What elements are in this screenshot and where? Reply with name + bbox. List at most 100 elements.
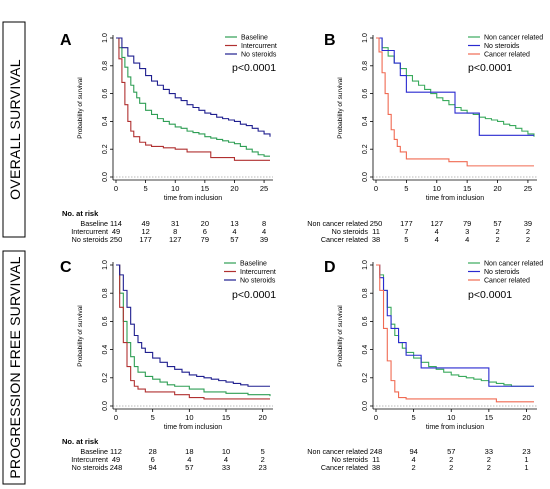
risk-value: 8	[173, 227, 177, 236]
risk-row-label: No steroids	[332, 227, 369, 236]
risk-value: 4	[187, 455, 191, 464]
legend-label: Baseline	[240, 261, 267, 268]
x-tick-label: 10	[185, 413, 193, 422]
row-label-box	[2, 250, 26, 485]
risk-value: 1	[524, 455, 528, 464]
risk-value: 38	[372, 235, 380, 244]
panel-letter: A	[60, 32, 72, 49]
legend-label: Baseline	[241, 35, 268, 42]
legend-label: Intercurrent	[241, 43, 277, 50]
x-tick-label: 25	[524, 184, 532, 193]
risk-value: 177	[139, 235, 152, 244]
survival-curve-2	[116, 264, 270, 400]
y-tick-label: 0.4	[362, 116, 369, 126]
risk-value: 11	[372, 227, 380, 236]
legend-label: Non cancer related	[484, 261, 543, 268]
legend-label: Non cancer related	[484, 35, 543, 42]
panel-letter: B	[324, 32, 336, 49]
risk-row-label: Baseline	[80, 219, 108, 228]
x-tick-label: 15	[222, 413, 230, 422]
risk-value: 20	[201, 219, 209, 228]
legend-label: Cancer related	[484, 52, 530, 59]
y-tick-label: 0.6	[102, 89, 109, 99]
x-tick-label: 20	[258, 413, 266, 422]
y-axis-label: Probability of survival	[77, 305, 84, 367]
risk-value: 12	[141, 227, 149, 236]
risk-value: 114	[110, 219, 122, 228]
risk-value: 57	[185, 463, 193, 472]
survival-curve-1	[116, 264, 271, 397]
x-tick-label: 0	[374, 184, 378, 193]
x-tick-label: 20	[230, 184, 238, 193]
row-label-overall: OVERALL SURVIVAL	[2, 21, 26, 238]
y-tick-label: 0.6	[362, 316, 369, 326]
risk-value: 1	[524, 463, 528, 472]
risk-value: 28	[148, 447, 156, 456]
y-tick-label: 0.2	[362, 373, 369, 383]
p-value: p<0.0001	[468, 289, 512, 301]
risk-value: 4	[224, 455, 228, 464]
x-tick-label: 0	[114, 413, 118, 422]
risk-value: 39	[524, 219, 532, 228]
panel-letter: C	[60, 259, 72, 276]
risk-value: 31	[171, 219, 179, 228]
y-tick-label: 0.8	[362, 61, 369, 71]
row-label-text: OVERALL SURVIVAL	[7, 59, 23, 200]
legend-label: Cancer related	[484, 278, 530, 285]
risk-value: 2	[487, 463, 491, 472]
survival-curve-3	[376, 264, 534, 403]
risk-value: 4	[232, 227, 236, 236]
y-tick-label: 1.0	[362, 33, 369, 43]
y-tick-label: 0.8	[362, 288, 369, 298]
survival-curve-1	[116, 37, 270, 157]
y-axis-label: Probability of survival	[337, 77, 344, 139]
risk-value: 79	[201, 235, 209, 244]
p-value: p<0.0001	[232, 289, 276, 301]
risk-value: 49	[112, 227, 120, 236]
row-label-text: PROGRESSION FREE SURVIVAL	[7, 256, 23, 478]
survival-curve-3	[376, 37, 534, 167]
risk-value: 250	[370, 219, 383, 228]
survival-curve-3	[116, 264, 270, 387]
y-tick-label: 1.0	[102, 33, 109, 43]
risk-value: 10	[222, 447, 230, 456]
risk-value: 39	[260, 235, 268, 244]
y-tick-label: 1.0	[102, 260, 109, 270]
risk-value: 5	[404, 235, 408, 244]
p-value: p<0.0001	[232, 62, 276, 74]
risk-value: 2	[449, 455, 453, 464]
y-tick-label: 0.8	[102, 288, 109, 298]
y-tick-label: 0.0	[362, 401, 369, 411]
y-tick-label: 0.4	[362, 345, 369, 355]
risk-value: 4	[465, 235, 469, 244]
y-axis-label: Probability of survival	[77, 77, 84, 139]
x-tick-label: 0	[114, 184, 118, 193]
legend-label: Intercurrent	[240, 269, 276, 276]
risk-value: 2	[487, 455, 491, 464]
x-axis-label: time from inclusion	[426, 195, 484, 202]
x-tick-label: 5	[404, 184, 408, 193]
risk-value: 2	[261, 455, 265, 464]
legend-label: No steroids	[241, 52, 277, 59]
risk-value: 3	[465, 227, 469, 236]
risk-value: 6	[203, 227, 207, 236]
risk-value: 57	[447, 447, 455, 456]
risk-row-label: Cancer related	[321, 463, 368, 472]
risk-value: 49	[141, 219, 149, 228]
risk-value: 177	[400, 219, 413, 228]
risk-value: 4	[435, 235, 439, 244]
risk-row-label: No steroids	[332, 455, 369, 464]
x-tick-label: 5	[144, 184, 148, 193]
risk-value: 2	[412, 463, 416, 472]
risk-table-title: No. at risk	[62, 437, 99, 446]
risk-value: 57	[493, 219, 501, 228]
risk-value: 94	[148, 463, 156, 472]
risk-value: 6	[151, 455, 155, 464]
panel-a: A 0.0 0.2 0.4 0.6 0.8 1.0 0 5 10 15 20 25 time from i…	[60, 32, 277, 244]
y-tick-label: 0.0	[102, 172, 109, 182]
risk-row-label: No steroids	[72, 463, 109, 472]
risk-value: 11	[372, 455, 380, 464]
x-tick-label: 20	[522, 413, 530, 422]
